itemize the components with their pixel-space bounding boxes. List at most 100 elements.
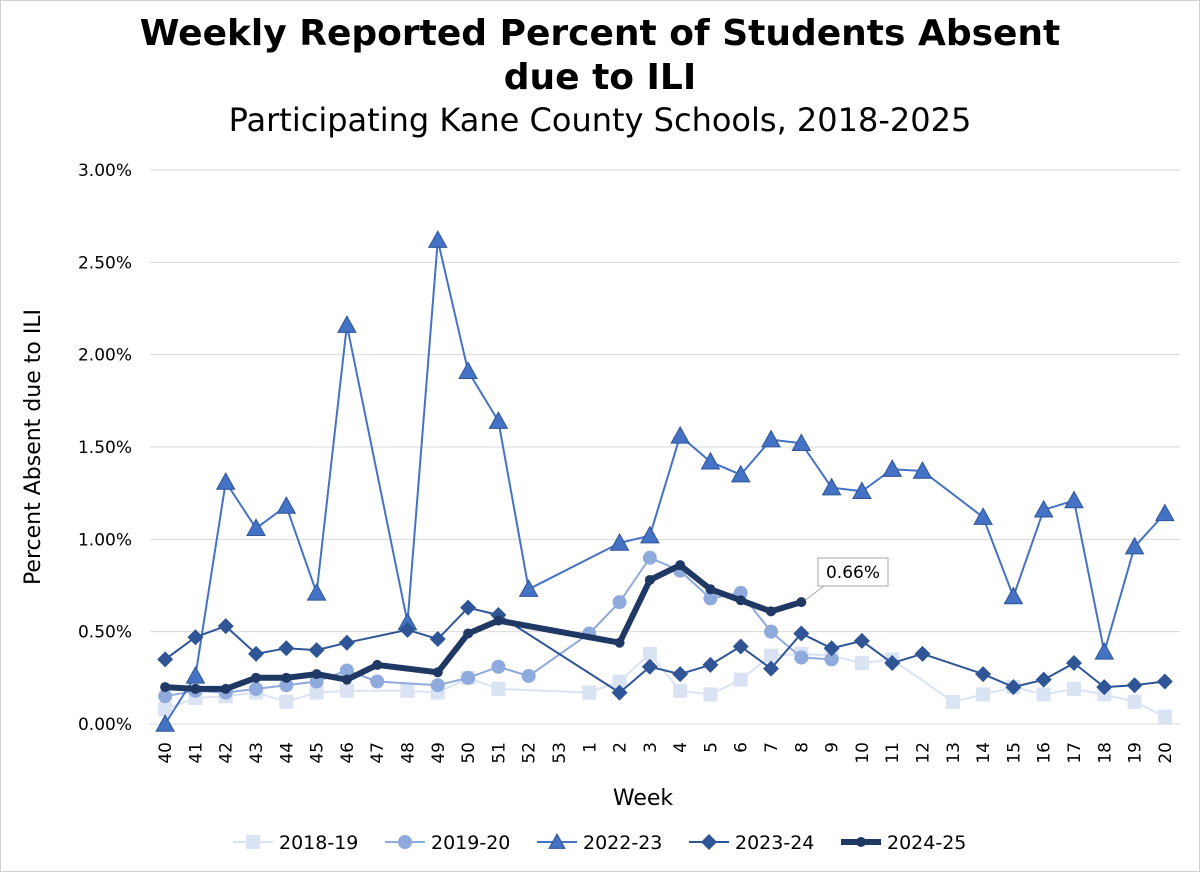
series-2023-24 <box>157 599 1173 701</box>
data-point <box>187 629 204 646</box>
data-point <box>1157 709 1172 724</box>
x-tick-label: 20 <box>1156 742 1176 764</box>
data-point <box>1003 586 1024 605</box>
data-point <box>705 584 716 595</box>
legend-label: 2019-20 <box>431 832 510 854</box>
data-point <box>430 678 445 693</box>
data-point <box>249 681 264 696</box>
legend-marker <box>246 835 260 849</box>
data-point <box>246 518 266 536</box>
data-point <box>884 655 901 672</box>
x-tick-label: 9 <box>823 742 843 753</box>
data-point <box>491 659 506 674</box>
data-point <box>372 659 383 670</box>
data-point <box>1155 503 1175 522</box>
data-point <box>460 599 477 616</box>
data-point <box>158 702 173 717</box>
legend-marker <box>548 832 566 849</box>
data-point <box>1094 641 1115 660</box>
series-line <box>164 239 1166 725</box>
data-point <box>160 682 171 693</box>
data-point <box>766 606 777 617</box>
data-point <box>763 660 780 677</box>
legend-item: 2018-19 <box>233 832 358 854</box>
data-point <box>1064 490 1084 509</box>
data-point <box>341 674 352 685</box>
legend-label: 2018-19 <box>279 832 358 854</box>
x-tick-label: 3 <box>641 742 661 753</box>
data-point <box>796 597 807 608</box>
data-point <box>155 713 175 732</box>
data-point <box>821 477 842 496</box>
data-point <box>609 532 630 551</box>
data-point <box>791 433 812 452</box>
y-tick-label: 1.00% <box>78 530 132 550</box>
legend-item: 2019-20 <box>385 832 510 854</box>
data-point <box>461 670 476 685</box>
chart-title: Weekly Reported Percent of Students Abse… <box>139 13 1061 54</box>
data-point <box>793 625 810 642</box>
legend-marker <box>398 835 412 849</box>
data-point <box>764 624 779 639</box>
x-tick-label: 50 <box>459 742 479 764</box>
data-point <box>493 615 504 626</box>
x-tick-label: 17 <box>1065 742 1085 764</box>
data-point <box>251 672 262 683</box>
data-point <box>1066 681 1081 696</box>
data-point <box>279 694 294 709</box>
data-point <box>973 507 993 525</box>
x-tick-label: 47 <box>368 742 388 764</box>
chart-subtitle: Participating Kane County Schools, 2018-… <box>228 101 972 139</box>
x-tick-label: 1 <box>580 742 600 753</box>
annotation-box <box>817 557 889 587</box>
data-point <box>614 637 625 648</box>
data-point <box>976 687 991 702</box>
data-point <box>1127 694 1142 709</box>
data-point <box>611 684 628 701</box>
data-point <box>853 632 870 649</box>
data-point <box>278 640 295 657</box>
data-point <box>672 666 689 683</box>
x-tick-label: 13 <box>944 742 964 764</box>
x-tick-label: 53 <box>550 742 570 764</box>
data-point <box>823 640 840 657</box>
data-point <box>521 668 536 683</box>
data-point <box>311 669 322 680</box>
data-point <box>945 694 960 709</box>
data-point <box>337 315 357 333</box>
data-point <box>975 666 992 683</box>
data-point <box>1156 673 1173 690</box>
data-point <box>702 656 719 673</box>
series-2024-25 <box>160 560 807 694</box>
x-tick-label: 46 <box>338 742 358 764</box>
legend-item: 2023-24 <box>689 832 814 854</box>
legend-marker <box>856 837 866 847</box>
x-tick-label: 49 <box>429 742 449 764</box>
data-point <box>308 642 325 659</box>
data-point <box>761 429 781 448</box>
series-2022-23 <box>155 230 1175 732</box>
data-point <box>582 685 597 700</box>
y-tick-label: 1.50% <box>78 438 132 458</box>
x-tick-label: 18 <box>1095 742 1115 764</box>
x-tick-label: 12 <box>914 742 934 764</box>
data-point <box>824 652 839 667</box>
y-tick-label: 2.50% <box>78 253 132 273</box>
data-point <box>912 460 933 479</box>
data-point <box>518 579 539 597</box>
chart-title-line2: due to ILI <box>503 57 697 98</box>
x-tick-label: 19 <box>1126 742 1146 764</box>
x-tick-label: 14 <box>974 742 994 764</box>
data-point <box>612 595 627 610</box>
data-point <box>730 464 751 483</box>
data-point <box>914 645 931 662</box>
legend-label: 2023-24 <box>735 832 814 854</box>
x-tick-label: 2 <box>611 742 631 753</box>
annotation-leader <box>805 585 825 601</box>
data-point <box>735 595 746 606</box>
data-point <box>642 646 657 661</box>
data-point <box>306 582 327 601</box>
data-point <box>1126 677 1143 694</box>
data-point <box>427 230 448 248</box>
legend-marker <box>701 834 717 850</box>
